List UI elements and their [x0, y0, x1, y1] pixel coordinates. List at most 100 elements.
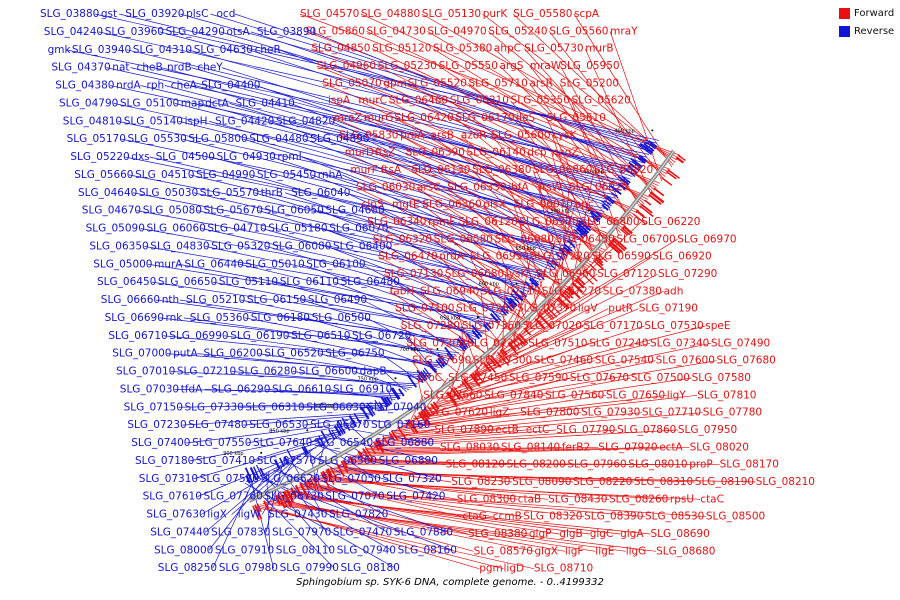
forward-connector	[417, 377, 570, 416]
forward-connector	[432, 48, 657, 189]
forward-gene-label: ihfA	[508, 181, 529, 193]
reverse-gene-label: SLG_07820	[329, 509, 388, 521]
reverse-connector	[311, 434, 340, 462]
forward-gene-label: SLG_07270	[542, 285, 601, 297]
legend-forward: Forward	[839, 8, 894, 19]
reverse-gene-block	[378, 401, 385, 410]
forward-gene-block	[584, 269, 598, 282]
reverse-gene-block	[630, 157, 643, 168]
reverse-gene-label: SLG_06480	[341, 276, 400, 288]
forward-connector	[427, 31, 668, 175]
forward-connector	[438, 65, 647, 202]
forward-gene-label: ftsW	[539, 181, 563, 193]
forward-gene-block	[461, 380, 469, 390]
reverse-gene-label: ispH	[185, 115, 208, 127]
reverse-gene-block	[341, 417, 351, 432]
forward-gene-label: SLG_06590	[592, 251, 651, 263]
ruler-tick-mark	[351, 404, 354, 407]
forward-gene-block	[325, 469, 335, 486]
reverse-gene-block	[417, 374, 424, 384]
reverse-connector	[94, 13, 660, 141]
forward-connector	[488, 31, 666, 177]
ruler-tick-mark	[620, 170, 623, 173]
forward-gene-label: SLG_07780	[703, 407, 762, 419]
reverse-gene-label: SLG_07050	[322, 473, 381, 485]
reverse-gene-block	[531, 277, 540, 286]
forward-connector	[450, 343, 468, 393]
reverse-gene-label: ligW	[238, 509, 261, 521]
forward-gene-label: SLG_05130	[422, 8, 481, 20]
reverse-gene-block	[647, 140, 658, 148]
reverse-gene-block	[398, 388, 405, 397]
reverse-gene-label: SLG_06400	[333, 240, 392, 252]
reverse-gene-label: SLG_07980	[219, 562, 278, 574]
reverse-connector	[379, 353, 421, 383]
reverse-gene-label: SLG_06600	[299, 366, 358, 378]
forward-gene-block	[612, 237, 628, 250]
forward-gene-label: SLG_08260	[609, 493, 668, 505]
forward-gene-label: SLG_06030	[356, 181, 415, 193]
reverse-gene-label: SLG_07210	[177, 366, 236, 378]
reverse-gene-block	[558, 248, 568, 257]
forward-gene-label: SLG_06020	[569, 181, 628, 193]
forward-gene-label: SLG_04570	[300, 8, 359, 20]
reverse-gene-label: SLG_06880	[375, 437, 434, 449]
reverse-gene-block	[576, 227, 587, 238]
reverse-gene-label: nat	[112, 62, 129, 74]
forward-connector	[322, 83, 639, 211]
reverse-connector	[174, 103, 605, 212]
reverse-gene-label: SLG_04240	[44, 26, 103, 38]
forward-connector	[394, 308, 481, 370]
reverse-gene-block	[509, 297, 518, 307]
reverse-connector	[300, 263, 491, 327]
forward-gene-label: SLG_08310	[634, 476, 693, 488]
reverse-gene-block	[483, 323, 490, 332]
reverse-connector	[366, 317, 449, 362]
reverse-gene-label: putA	[173, 348, 198, 360]
forward-gene-label: SLG_05070	[322, 77, 381, 89]
reverse-gene-label: SLG_07150	[124, 401, 183, 413]
reverse-gene-block	[318, 435, 325, 446]
forward-connector	[512, 13, 674, 166]
reverse-gene-block	[537, 273, 545, 281]
reverse-connector	[180, 13, 656, 147]
reverse-connector	[239, 404, 387, 408]
reverse-gene-label: SLG_05140	[124, 115, 183, 127]
reverse-gene-label: SLG_06040	[291, 187, 350, 199]
forward-gene-block	[445, 392, 458, 408]
forward-gene-label: SLG_07020	[523, 320, 582, 332]
reverse-gene-label: SLG_04990	[196, 169, 255, 181]
forward-gene-label: SLG_05860	[306, 25, 365, 37]
reverse-gene-label: SLG_07940	[337, 544, 396, 556]
reverse-connector	[186, 421, 361, 444]
reverse-gene-block	[631, 161, 642, 169]
forward-gene-label: SLG_06430	[556, 233, 615, 245]
forward-gene-label: pgm	[479, 563, 503, 575]
forward-gene-label: SLG_08210	[756, 476, 815, 488]
reverse-gene-label: SLG_06110	[280, 276, 339, 288]
reverse-gene-block	[627, 165, 639, 174]
reverse-gene-label: plsC	[186, 8, 208, 20]
reverse-gene-block	[638, 154, 648, 162]
reverse-connector	[244, 482, 396, 569]
reverse-gene-block	[374, 399, 383, 412]
forward-gene-label: SLG_05730	[524, 43, 583, 55]
forward-gene-label: gpm	[383, 77, 407, 89]
reverse-gene-label: thrB	[261, 187, 283, 199]
reverse-gene-label: SLG_05080	[143, 205, 202, 217]
forward-gene-block	[677, 154, 686, 162]
reverse-gene-label: SLG_06450	[97, 276, 156, 288]
forward-gene-label: nagZ	[552, 147, 579, 159]
reverse-connector	[278, 49, 631, 180]
forward-gene-block	[446, 391, 458, 405]
reverse-gene-label: SLG_04290	[166, 26, 225, 38]
forward-gene-label: proA	[400, 129, 425, 141]
reverse-connector	[326, 389, 396, 400]
reverse-gene-block	[366, 402, 376, 416]
forward-connector	[304, 483, 493, 518]
reverse-connector	[254, 440, 328, 480]
reverse-gene-block	[511, 288, 524, 302]
forward-connector	[388, 412, 582, 435]
forward-connector	[278, 495, 651, 535]
forward-gene-label: SLG_07190	[639, 303, 698, 315]
